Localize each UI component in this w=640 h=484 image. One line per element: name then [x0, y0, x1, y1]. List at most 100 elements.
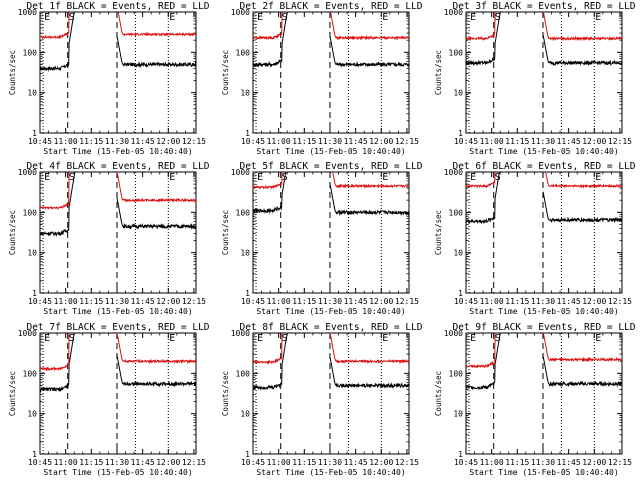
- y-tick-label: 1: [458, 289, 463, 298]
- x-tick-label: 11:30: [318, 297, 342, 306]
- marker-label-E: E: [595, 333, 601, 344]
- y-tick-label: 1: [458, 129, 463, 138]
- marker-label-S: S: [282, 12, 288, 23]
- events-series-post: [542, 34, 622, 67]
- marker-label-E: E: [169, 172, 175, 183]
- x-tick-label: 12:00: [369, 458, 393, 467]
- x-tick-label: 11:30: [318, 458, 342, 467]
- x-tick-label: 10:45: [454, 297, 478, 306]
- chart-title: Det 2f BLACK = Events, RED = LLD: [239, 1, 422, 12]
- x-tick-label: 12:00: [156, 458, 180, 467]
- detector-chart-4: Det 4f BLACK = Events, RED = LLD 1 10 100 10…: [8, 161, 210, 316]
- chart-title: Det 8f BLACK = Events, RED = LLD: [239, 322, 422, 333]
- events-series-post: [542, 191, 622, 224]
- x-tick-label: 11:00: [267, 137, 291, 146]
- x-axis-label: Start Time (15-Feb-05 10:40:40): [469, 307, 618, 316]
- x-axis-label: Start Time (15-Feb-05 10:40:40): [256, 307, 405, 316]
- x-tick-label: 11:30: [531, 297, 555, 306]
- x-tick-label: 11:45: [131, 458, 155, 467]
- chart-title: Det 5f BLACK = Events, RED = LLD: [239, 161, 422, 172]
- plot-area: [466, 333, 622, 454]
- y-tick-label: 10: [27, 249, 37, 258]
- lld-series-post: [545, 172, 622, 189]
- lld-series-post: [116, 172, 196, 203]
- plot-area: [253, 333, 409, 454]
- marker-label-E: E: [169, 333, 175, 344]
- x-tick-label: 11:15: [292, 458, 316, 467]
- y-tick-label: 1000: [444, 8, 463, 17]
- x-tick-label: 12:00: [582, 137, 606, 146]
- plot-area: [253, 172, 409, 293]
- x-tick-label: 11:30: [318, 137, 342, 146]
- x-tick-label: 10:45: [454, 137, 478, 146]
- x-tick-label: 11:45: [131, 297, 155, 306]
- plot-area: [40, 333, 196, 454]
- x-tick-label: 12:15: [182, 458, 206, 467]
- lld-series-pre: [40, 12, 70, 40]
- y-tick-label: 100: [236, 208, 251, 217]
- x-axis-label: Start Time (15-Feb-05 10:40:40): [256, 147, 405, 156]
- x-tick-label: 11:00: [480, 297, 504, 306]
- lld-series-post: [542, 333, 622, 363]
- y-tick-label: 1000: [444, 168, 463, 177]
- lld-series-post: [329, 12, 409, 41]
- events-series-post: [329, 357, 409, 389]
- plot-area: [40, 172, 196, 293]
- x-tick-label: 11:15: [292, 297, 316, 306]
- x-axis-label: Start Time (15-Feb-05 10:40:40): [469, 468, 618, 477]
- y-tick-label: 1000: [18, 168, 37, 177]
- x-axis-label: Start Time (15-Feb-05 10:40:40): [43, 468, 192, 477]
- detector-chart-1: Det 1f BLACK = Events, RED = LLD 1 10 100 10…: [8, 1, 210, 156]
- events-series-pre: [466, 172, 500, 225]
- y-tick-label: 1000: [231, 168, 250, 177]
- y-axis-label: Counts/sec: [8, 50, 17, 95]
- plot-frame: [465, 171, 623, 294]
- x-tick-label: 10:45: [28, 458, 52, 467]
- x-tick-label: 11:15: [79, 297, 103, 306]
- lld-series-pre: [466, 172, 496, 189]
- x-tick-label: 12:15: [608, 297, 632, 306]
- marker-label-S: S: [495, 12, 501, 23]
- chart-title: Det 3f BLACK = Events, RED = LLD: [452, 1, 635, 12]
- y-tick-label: 10: [240, 410, 250, 419]
- marker-label-S: S: [495, 333, 501, 344]
- events-series-post: [116, 355, 196, 388]
- plot-frame: [252, 332, 410, 455]
- events-series-pre: [466, 12, 501, 67]
- x-tick-label: 11:45: [557, 458, 581, 467]
- y-tick-label: 1000: [18, 329, 37, 338]
- events-series-post: [542, 355, 622, 388]
- x-tick-label: 11:00: [54, 458, 78, 467]
- x-tick-label: 11:15: [79, 458, 103, 467]
- detector-chart-8: Det 8f BLACK = Events, RED = LLD 1 10 100 10…: [221, 322, 423, 477]
- lld-series-pre: [253, 172, 283, 190]
- y-tick-label: 10: [27, 89, 37, 98]
- y-tick-label: 10: [453, 249, 463, 258]
- y-tick-label: 1: [458, 450, 463, 459]
- events-series-pre: [253, 12, 288, 68]
- plot-frame: [252, 11, 410, 134]
- plot-area: [466, 12, 622, 133]
- lld-series-post: [329, 333, 409, 365]
- x-tick-label: 11:45: [344, 137, 368, 146]
- events-series-pre: [40, 12, 75, 73]
- lld-series-pre: [253, 333, 283, 365]
- lld-series-pre: [466, 333, 496, 369]
- y-tick-label: 10: [27, 410, 37, 419]
- y-axis-label: Counts/sec: [434, 210, 443, 255]
- detector-chart-6: Det 6f BLACK = Events, RED = LLD 1 10 100 10…: [434, 161, 636, 316]
- x-tick-label: 11:30: [105, 137, 129, 146]
- y-tick-label: 1: [32, 450, 37, 459]
- x-tick-label: 12:00: [582, 297, 606, 306]
- plot-frame: [465, 332, 623, 455]
- detector-chart-5: Det 5f BLACK = Events, RED = LLD 1 10 100 10…: [221, 161, 423, 316]
- marker-label-S: S: [495, 172, 501, 183]
- marker-label-E: E: [595, 12, 601, 23]
- events-series-post: [329, 36, 409, 68]
- x-tick-label: 11:15: [505, 297, 529, 306]
- y-tick-label: 1: [245, 289, 250, 298]
- y-axis-label: Counts/sec: [434, 371, 443, 416]
- plot-area: [40, 12, 196, 133]
- x-tick-label: 10:45: [241, 137, 265, 146]
- x-tick-label: 12:15: [608, 137, 632, 146]
